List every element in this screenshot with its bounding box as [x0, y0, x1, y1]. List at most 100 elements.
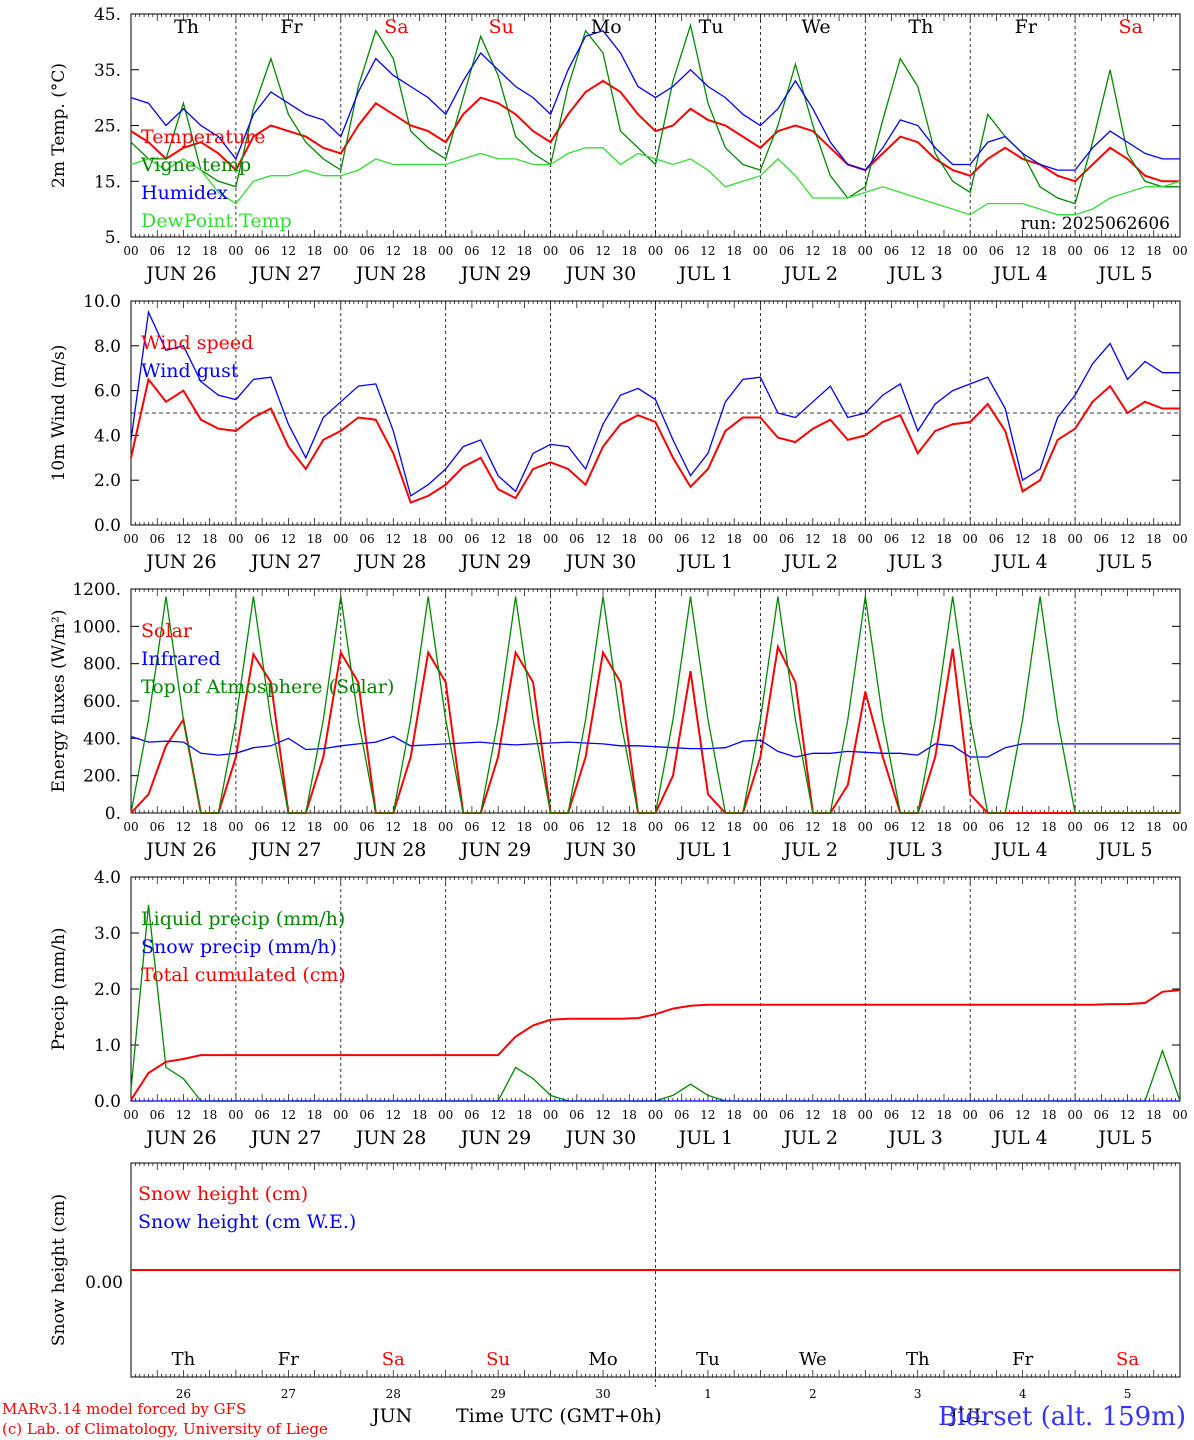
hour-tick-label: 18 — [831, 244, 846, 258]
hour-tick-label: 00 — [858, 1108, 873, 1122]
hour-tick-label: 00 — [228, 244, 243, 258]
date-label: JUL 3 — [886, 263, 942, 285]
date-label: JUN 27 — [249, 839, 321, 861]
date-label: JUL 5 — [1096, 839, 1152, 861]
hour-tick-label: 12 — [1015, 532, 1030, 546]
date-label: JUL 2 — [782, 551, 838, 573]
plot-frame-2 — [130, 588, 1181, 814]
date-label: JUL 4 — [991, 551, 1047, 573]
date-label: JUL 2 — [782, 263, 838, 285]
weekday-label-bottom: Sa — [382, 1349, 405, 1370]
legend-entry: Liquid precip (mm/h) — [141, 908, 345, 930]
hour-tick-label: 12 — [281, 1108, 296, 1122]
hour-tick-label: 12 — [910, 1108, 925, 1122]
hour-tick-label: 06 — [359, 820, 374, 834]
y-tick-label: 200. — [83, 767, 121, 787]
day-number-label: 2 — [809, 1387, 817, 1401]
legend-entry: Humidex — [141, 182, 228, 204]
y-tick-label: 0.0 — [94, 1092, 121, 1112]
hour-tick-label: 00 — [963, 244, 978, 258]
y-tick-label: 0. — [105, 804, 121, 824]
y-tick-label: 600. — [83, 692, 121, 712]
day-number-label: 28 — [386, 1387, 401, 1401]
hour-tick-label: 06 — [1094, 244, 1109, 258]
hour-tick-label: 06 — [1094, 1108, 1109, 1122]
hour-tick-label: 00 — [333, 532, 348, 546]
y-tick-label: 15. — [94, 172, 121, 192]
legend-entry: Total cumulated (cm) — [141, 964, 346, 986]
hour-tick-label: 06 — [359, 244, 374, 258]
hour-tick-label: 18 — [727, 244, 742, 258]
hour-tick-label: 18 — [831, 820, 846, 834]
legend-entry: DewPoint Temp — [141, 210, 292, 232]
hour-tick-label: 06 — [989, 1108, 1004, 1122]
hour-tick-label: 00 — [648, 820, 663, 834]
weekday-label-bottom: Fr — [1012, 1349, 1033, 1370]
hour-tick-label: 18 — [936, 820, 951, 834]
date-label: JUN 30 — [564, 551, 636, 573]
hour-tick-label: 18 — [307, 820, 322, 834]
hour-tick-label: 12 — [1120, 1108, 1135, 1122]
hour-tick-label: 12 — [805, 532, 820, 546]
series-line-infrared — [130, 735, 1180, 758]
hour-tick-label: 18 — [622, 1108, 637, 1122]
hour-tick-label: 12 — [386, 1108, 401, 1122]
hour-tick-label: 06 — [674, 532, 689, 546]
date-label: JUL 5 — [1096, 1127, 1152, 1149]
hour-tick-label: 18 — [202, 532, 217, 546]
series-line-total-cumulated-cm- — [130, 989, 1181, 1101]
hour-tick-label: 18 — [1041, 532, 1056, 546]
hour-tick-label: 00 — [1067, 820, 1082, 834]
date-label: JUL 3 — [886, 551, 942, 573]
date-label: JUL 2 — [782, 839, 838, 861]
hour-tick-label: 18 — [202, 1108, 217, 1122]
hour-tick-label: 12 — [700, 244, 715, 258]
y-tick-label: 0.00 — [85, 1273, 123, 1293]
hour-tick-label: 12 — [595, 1108, 610, 1122]
weekday-label-bottom: Tu — [696, 1349, 720, 1370]
y-tick-label: 1.0 — [94, 1036, 121, 1056]
date-label: JUL 4 — [991, 839, 1047, 861]
hour-tick-label: 12 — [595, 244, 610, 258]
y-tick-label: 25. — [94, 117, 121, 137]
date-label: JUL 1 — [677, 1127, 733, 1149]
hour-tick-label: 06 — [359, 1108, 374, 1122]
hour-tick-label: 18 — [517, 532, 532, 546]
hour-tick-label: 00 — [333, 1108, 348, 1122]
hour-tick-label: 00 — [1172, 820, 1187, 834]
date-label: JUL 1 — [677, 551, 733, 573]
hour-tick-label: 00 — [543, 1108, 558, 1122]
date-label: JUN 26 — [144, 839, 216, 861]
weekday-label-bottom: Su — [486, 1349, 510, 1370]
day-number-label: 4 — [1019, 1387, 1027, 1401]
hour-tick-label: 00 — [858, 532, 873, 546]
hour-tick-label: 12 — [176, 532, 191, 546]
hour-tick-label: 18 — [412, 532, 427, 546]
y-tick-label: 8.0 — [94, 337, 121, 357]
weekday-label-bottom: Th — [172, 1349, 196, 1370]
legend-entry: Top of Atmosphere (Solar) — [141, 676, 394, 698]
date-label: JUN 30 — [564, 263, 636, 285]
hour-tick-label: 06 — [464, 820, 479, 834]
hour-tick-label: 00 — [543, 532, 558, 546]
legend-entry: Infrared — [141, 648, 221, 670]
hour-tick-label: 12 — [491, 820, 506, 834]
run-annotation: run: 2025062606 — [1021, 214, 1170, 234]
day-number-label: 3 — [914, 1387, 922, 1401]
weekday-label-top: Mo — [591, 16, 622, 38]
hour-tick-label: 06 — [779, 820, 794, 834]
hour-tick-label: 12 — [805, 1108, 820, 1122]
month-label-jun: JUN — [372, 1405, 413, 1427]
hour-tick-label: 12 — [1015, 820, 1030, 834]
hour-tick-label: 06 — [150, 820, 165, 834]
date-label: JUN 28 — [354, 263, 426, 285]
weekday-label-top: Sa — [384, 16, 408, 38]
hour-tick-label: 00 — [753, 244, 768, 258]
hour-tick-label: 00 — [228, 532, 243, 546]
hour-tick-label: 18 — [1146, 532, 1161, 546]
hour-tick-label: 18 — [727, 1108, 742, 1122]
date-label: JUN 26 — [144, 263, 216, 285]
legend-entry: Wind speed — [141, 332, 253, 354]
date-label: JUL 1 — [677, 263, 733, 285]
